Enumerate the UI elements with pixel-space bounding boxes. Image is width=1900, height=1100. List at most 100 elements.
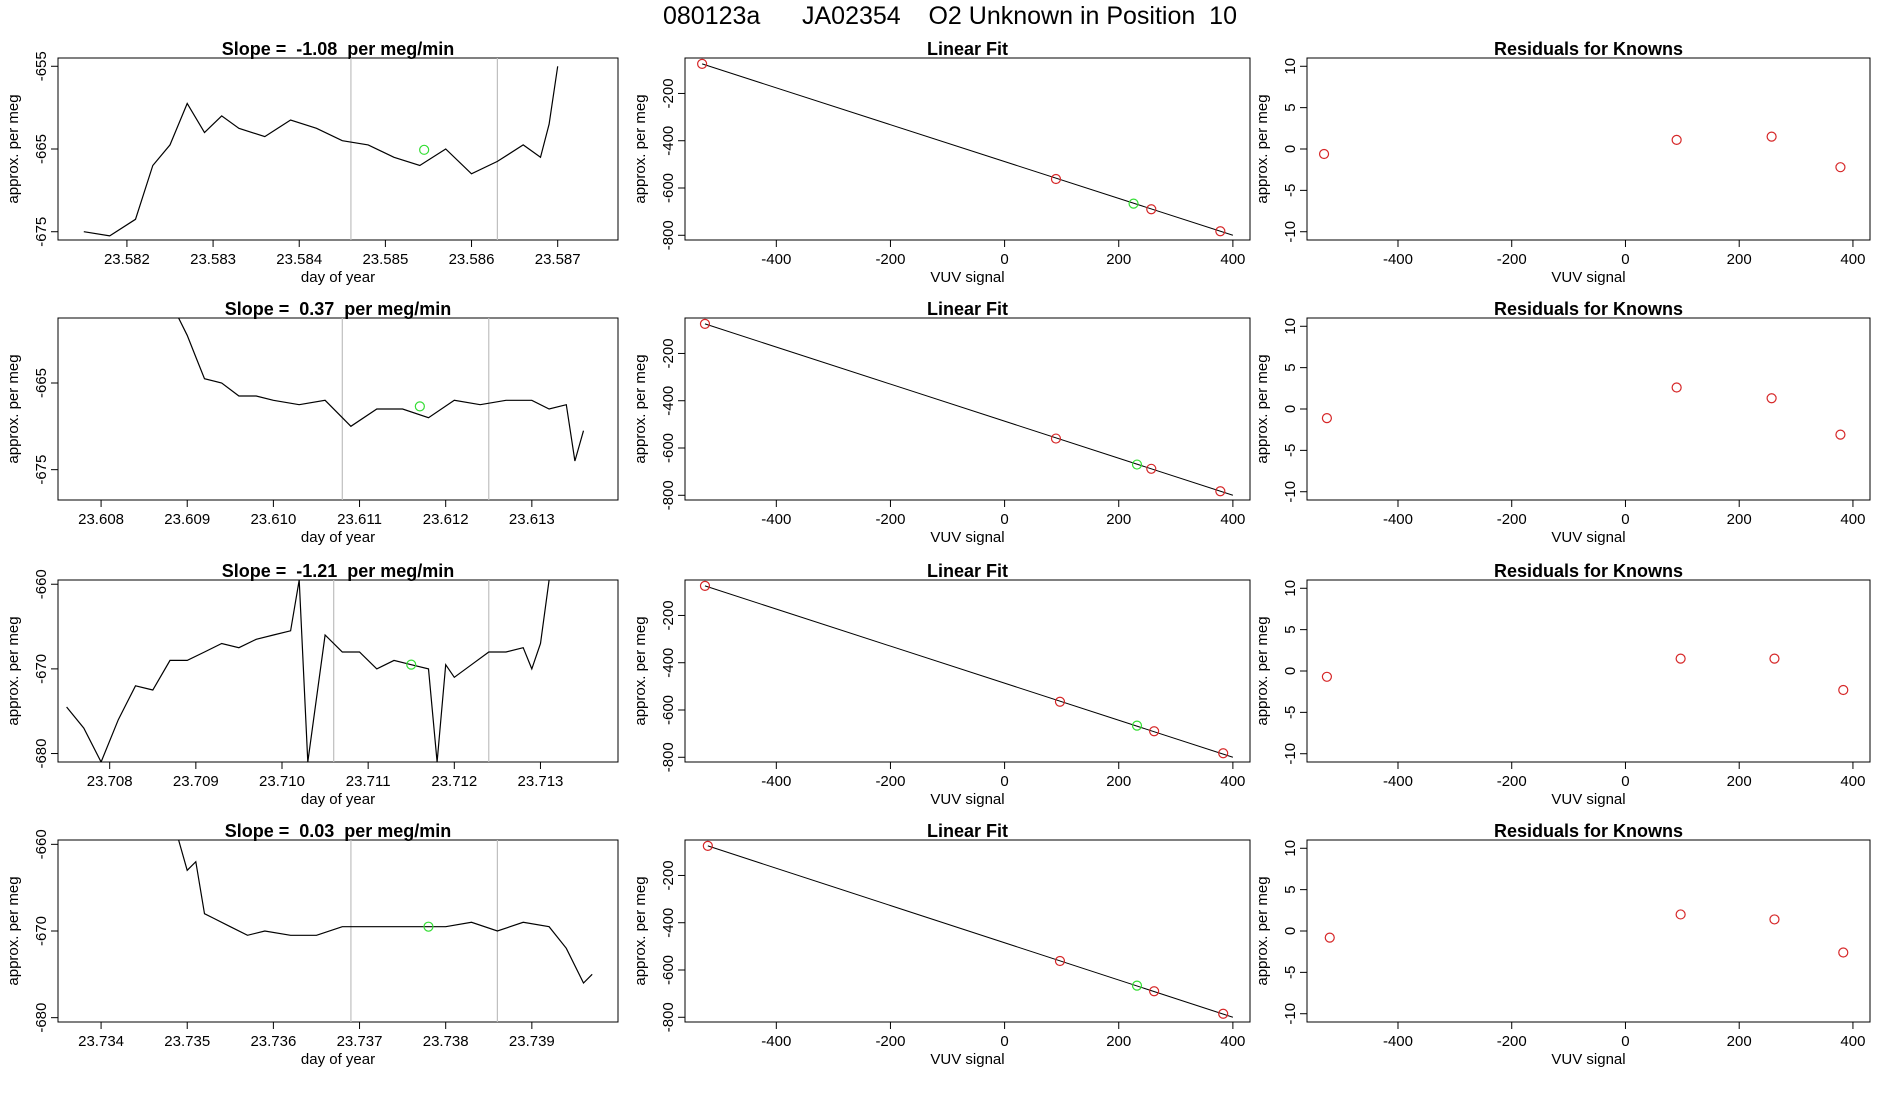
linear-fit-3-x-tick-label: 200 [1106, 773, 1131, 790]
linear-fit-3-x-axis-label: VUV signal [930, 791, 1004, 808]
linear-fit-4-x-tick-label: 200 [1106, 1033, 1131, 1050]
residuals-3-x-tick-label: -400 [1383, 773, 1413, 790]
residuals-4-known-point [1769, 914, 1780, 925]
residuals-2-x-tick-label: -200 [1497, 511, 1527, 528]
residuals-3-y-tick-label: 0 [1282, 667, 1299, 675]
time-series-3-x-tick-label: 23.709 [173, 773, 219, 790]
linear-fit-4-y-tick-label: -200 [660, 860, 677, 890]
time-series-4-y-tick-label: -670 [33, 916, 50, 946]
time-series-2-unknown-point [414, 401, 425, 412]
time-series-1-x-tick-label: 23.587 [535, 251, 581, 268]
linear-fit-2-unknown-point [1131, 459, 1143, 470]
residuals-1-x-tick-label: -400 [1383, 251, 1413, 268]
linear-fit-4-plot-frame [684, 839, 1251, 1023]
linear-fit-1-y-tick-label: -800 [660, 220, 677, 250]
linear-fit-2-plot-frame [684, 317, 1251, 501]
linear-fit-4-y-axis-label: approx. per meg [632, 876, 649, 985]
linear-fit-1-fit-line [701, 63, 1234, 236]
time-series-4-unknown-point [423, 921, 434, 932]
linear-fit-1-unknown-point [1128, 198, 1139, 209]
residuals-3-y-tick-label: 10 [1282, 580, 1299, 597]
time-series-2-x-tick-label: 23.613 [509, 511, 555, 528]
linear-fit-4-known-point [1218, 1008, 1229, 1019]
residuals-1-y-tick-label: 5 [1282, 103, 1299, 111]
time-series-4-title: Slope = 0.03 per meg/min [225, 821, 452, 841]
time-series-4-y-axis-label: approx. per meg [5, 876, 22, 985]
residuals-1-y-tick-label: -10 [1282, 221, 1299, 243]
time-series-2-series-line [178, 318, 585, 462]
linear-fit-4-y-tick-label: -800 [660, 1002, 677, 1032]
time-series-3-unknown-point [406, 659, 417, 670]
time-series-1-x-axis-label: day of year [301, 269, 375, 286]
time-series-2-x-tick-label: 23.608 [78, 511, 124, 528]
time-series-2-x-tick-label: 23.612 [423, 511, 469, 528]
time-series-3-x-tick-label: 23.713 [518, 773, 564, 790]
residuals-4-x-tick-label: -400 [1383, 1033, 1413, 1050]
time-series-1-plot-frame [57, 57, 619, 241]
linear-fit-1-y-tick-label: -600 [660, 173, 677, 203]
residuals-3-y-tick-label: 5 [1282, 625, 1299, 633]
residuals-3-x-tick-label: -200 [1497, 773, 1527, 790]
linear-fit-1-x-tick-label: 200 [1106, 251, 1131, 268]
time-series-4-x-tick-label: 23.734 [78, 1033, 124, 1050]
linear-fit-3-known-point [699, 580, 711, 592]
residuals-2-known-point [1835, 429, 1846, 440]
residuals-4-y-tick-label: -10 [1282, 1003, 1299, 1025]
time-series-4-x-tick-label: 23.738 [423, 1033, 469, 1050]
residuals-2-x-tick-label: 0 [1621, 511, 1629, 528]
linear-fit-4-fit-line [707, 845, 1234, 1018]
residuals-3-x-tick-label: 200 [1727, 773, 1752, 790]
linear-fit-4-known-point [1054, 955, 1066, 967]
residuals-4-known-point [1838, 947, 1849, 958]
residuals-1-known-point [1671, 134, 1682, 145]
linear-fit-4-x-axis-label: VUV signal [930, 1051, 1004, 1068]
time-series-2-plot-frame [57, 317, 619, 501]
linear-fit-3-y-tick-label: -800 [660, 742, 677, 772]
linear-fit-3-x-tick-label: 0 [1000, 773, 1008, 790]
residuals-3-x-tick-label: 400 [1840, 773, 1865, 790]
time-series-3-title: Slope = -1.21 per meg/min [222, 561, 455, 581]
time-series-4-y-tick-label: -660 [33, 829, 50, 859]
residuals-1-y-tick-label: 10 [1282, 58, 1299, 75]
linear-fit-3-plot-frame [684, 579, 1251, 763]
time-series-3-x-tick-label: 23.711 [346, 773, 391, 790]
linear-fit-3-title: Linear Fit [927, 561, 1008, 581]
linear-fit-3-x-tick-label: -200 [875, 773, 905, 790]
residuals-4-plot-frame [1306, 839, 1871, 1023]
residuals-2-known-point [1671, 382, 1682, 393]
time-series-2-y-tick-label: -665 [33, 368, 50, 398]
residuals-1-x-tick-label: 200 [1727, 251, 1752, 268]
residuals-4-y-tick-label: 5 [1282, 885, 1299, 893]
residuals-1-known-point [1766, 131, 1777, 142]
linear-fit-1-x-tick-label: -200 [875, 251, 905, 268]
time-series-4-x-tick-label: 23.735 [164, 1033, 210, 1050]
residuals-4-known-point [1324, 932, 1335, 943]
residuals-3-y-tick-label: -5 [1282, 706, 1299, 719]
time-series-3-y-tick-label: -670 [33, 654, 50, 684]
residuals-2-y-tick-label: -10 [1282, 481, 1299, 503]
residuals-3-known-point [1675, 653, 1686, 664]
residuals-4-y-axis-label: approx. per meg [1254, 876, 1271, 985]
time-series-1-x-tick-label: 23.585 [362, 251, 408, 268]
time-series-1-x-tick-label: 23.582 [104, 251, 150, 268]
residuals-4-x-axis-label: VUV signal [1551, 1051, 1625, 1068]
residuals-4-x-tick-label: 400 [1840, 1033, 1865, 1050]
linear-fit-2-x-tick-label: 0 [1000, 511, 1008, 528]
linear-fit-4-y-tick-label: -400 [660, 908, 677, 938]
linear-fit-3-unknown-point [1131, 720, 1143, 731]
linear-fit-1-plot-frame [684, 57, 1251, 241]
time-series-4-x-tick-label: 23.737 [337, 1033, 383, 1050]
linear-fit-1-x-tick-label: 400 [1220, 251, 1245, 268]
residuals-1-x-tick-label: -200 [1497, 251, 1527, 268]
residuals-1-y-axis-label: approx. per meg [1254, 94, 1271, 203]
residuals-2-y-tick-label: 10 [1282, 318, 1299, 335]
time-series-3-plot-frame [57, 579, 619, 763]
residuals-1-x-tick-label: 400 [1840, 251, 1865, 268]
linear-fit-4-x-tick-label: 400 [1220, 1033, 1245, 1050]
time-series-4-x-tick-label: 23.739 [509, 1033, 555, 1050]
residuals-3-known-point [1321, 671, 1333, 682]
linear-fit-1-x-tick-label: 0 [1000, 251, 1008, 268]
residuals-4-y-tick-label: 0 [1282, 927, 1299, 935]
linear-fit-3-x-tick-label: -400 [761, 773, 791, 790]
linear-fit-1-known-point [697, 58, 708, 70]
